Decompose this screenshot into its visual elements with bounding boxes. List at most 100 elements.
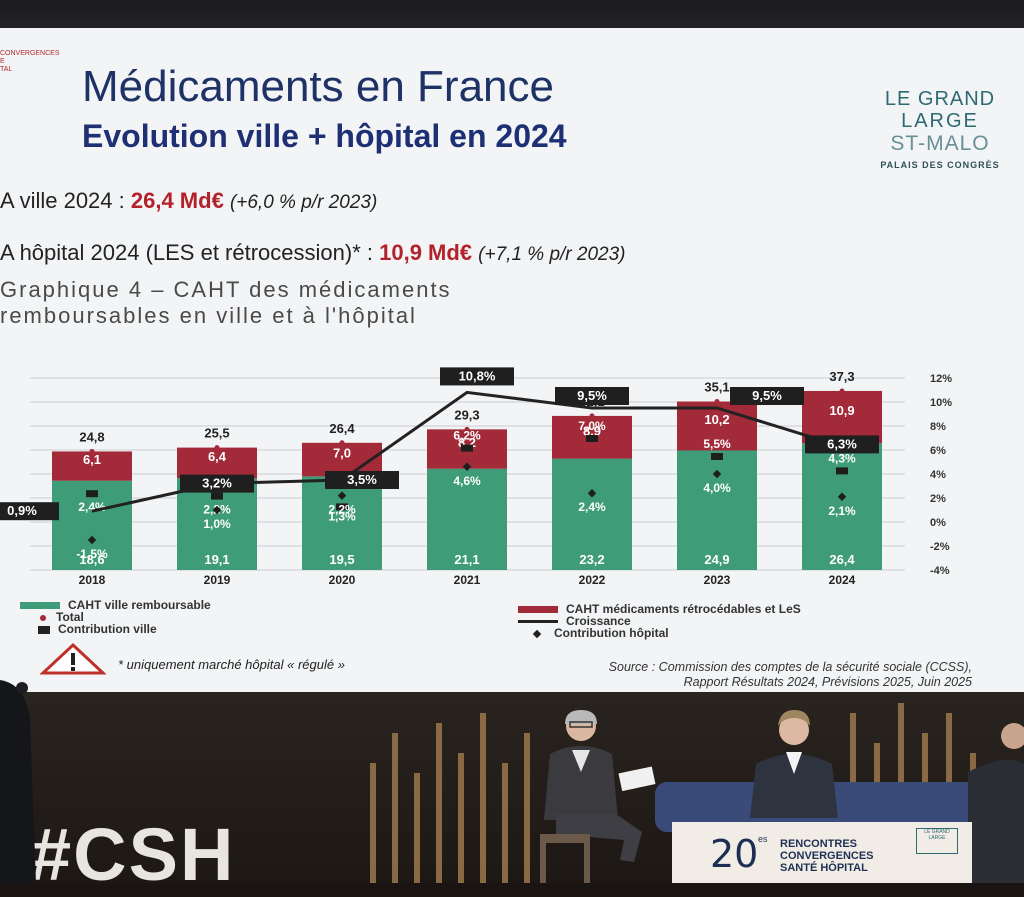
decor-slat xyxy=(436,723,442,883)
label-contribution-ville: 7,0% xyxy=(578,419,606,433)
graph-title-line2: remboursables en ville et à l'hôpital xyxy=(0,303,417,328)
speaker-left xyxy=(540,710,656,883)
legend-ville: CAHT ville remboursable xyxy=(20,598,211,612)
label-total-value: 35,1 xyxy=(704,380,729,395)
warning-icon xyxy=(40,642,106,675)
desk-text-line3: SANTÉ HÔPITAL xyxy=(780,862,868,874)
label-hopital-value: 8,9 xyxy=(583,423,601,438)
legend-hopital-swatch xyxy=(518,606,558,614)
bar-hopital xyxy=(802,390,882,444)
x-axis-tick-label: 2020 xyxy=(329,573,356,587)
legend-contrib-ville-label: Contribution ville xyxy=(58,622,157,636)
legend-total: Total xyxy=(40,610,84,624)
decor-slat xyxy=(392,733,398,883)
legend-hopital: CAHT médicaments rétrocédables et LeS xyxy=(518,602,801,616)
croissance-label-box xyxy=(325,471,399,489)
legend-contrib-hopital: Contribution hôpital xyxy=(532,626,669,640)
label-total-value: 29,3 xyxy=(454,407,479,422)
speaker-right xyxy=(750,710,838,818)
bar-ville xyxy=(427,468,507,570)
label-ville-value: 19,1 xyxy=(204,552,229,567)
label-croissance: 10,8% xyxy=(459,368,496,383)
label-ville-value: 23,2 xyxy=(579,552,604,567)
marker-total xyxy=(589,413,595,419)
hopital-label: A hôpital 2024 (LES et rétrocession)* : xyxy=(0,240,380,265)
label-contribution-ville: 6,2% xyxy=(453,429,481,443)
label-hopital-value: 10,9 xyxy=(829,403,854,418)
croissance-label-box xyxy=(730,387,804,405)
decor-slat xyxy=(370,763,376,883)
logo-line2: LARGE xyxy=(901,110,979,132)
label-hopital-value: 10,2 xyxy=(704,412,729,427)
label-hopital-value: 6,4 xyxy=(208,449,227,464)
ville-summary: A ville 2024 : 26,4 Md€ (+6,0 % p/r 2023… xyxy=(0,188,377,214)
label-croissance: 9,5% xyxy=(577,388,607,403)
graph-title: Graphique 4 – CAHT des médicaments rembo… xyxy=(0,277,452,329)
label-hopital-value: 6,1 xyxy=(83,452,101,467)
marker-contribution-ville xyxy=(711,453,723,460)
decor-slat xyxy=(414,773,420,883)
x-axis-tick-label: 2018 xyxy=(79,573,106,587)
label-contribution-hopital: -1,5% xyxy=(76,547,108,561)
source-citation: Source : Commission des comptes de la sé… xyxy=(568,660,972,690)
label-contribution-ville: 5,5% xyxy=(703,437,731,451)
logo-line3: ST-MALO xyxy=(890,132,990,155)
legend-total-dot xyxy=(40,614,46,621)
ville-amount: 26,4 Md€ xyxy=(130,188,224,213)
x-axis-tick-label: 2022 xyxy=(579,573,606,587)
croissance-label-box xyxy=(805,435,879,454)
presenter-left-edge xyxy=(0,680,36,883)
croissance-label-box xyxy=(440,367,514,386)
marker-total xyxy=(339,440,345,446)
label-croissance: 6,3% xyxy=(827,436,857,451)
legend-ville-swatch xyxy=(20,602,60,610)
right-axis-tick-label: -2% xyxy=(930,541,950,553)
marker-contribution-ville xyxy=(461,444,473,452)
label-contribution-hopital: 4,6% xyxy=(453,474,481,488)
label-ville-value: 21,1 xyxy=(454,552,479,567)
slide-title: Médicaments en France xyxy=(82,62,554,111)
marker-contribution-hopital xyxy=(337,491,347,500)
label-contribution-hopital: 4,0% xyxy=(703,481,731,495)
marker-contribution-ville xyxy=(836,467,848,475)
right-axis-tick-label: 8% xyxy=(930,421,946,433)
label-contribution-hopital: 1,0% xyxy=(203,517,231,531)
legend-total-label: Total xyxy=(56,610,84,624)
slide-subtitle: Evolution ville + hôpital en 2024 xyxy=(82,118,567,154)
hopital-summary: A hôpital 2024 (LES et rétrocession)* : … xyxy=(0,240,626,266)
croissance-label-box xyxy=(0,502,59,521)
source-line2: Rapport Résultats 2024, Prévisions 2025,… xyxy=(683,675,972,689)
marker-contribution-ville xyxy=(86,490,98,498)
legend-croissance: Croissance xyxy=(518,614,631,628)
right-axis-tick-label: 2% xyxy=(930,493,946,505)
x-axis-tick-label: 2021 xyxy=(454,573,481,587)
label-contribution-hopital: 2,1% xyxy=(828,504,856,518)
decor-slat xyxy=(480,713,486,883)
marker-total xyxy=(714,399,720,405)
ville-variation: (+6,0 % p/r 2023) xyxy=(229,192,378,213)
label-ville-value: 24,9 xyxy=(704,552,729,567)
label-contribution-ville: 4,3% xyxy=(828,451,856,465)
label-contribution-hopital: 2,4% xyxy=(578,500,606,514)
desk-text-line1: RENCONTRES xyxy=(780,838,858,850)
croissance-label-box xyxy=(180,474,254,493)
legend-hopital-label: CAHT médicaments rétrocédables et LeS xyxy=(566,602,801,616)
legend-croissance-label: Croissance xyxy=(566,614,631,628)
legend-contrib-ville-marker xyxy=(38,625,50,634)
marker-contribution-hopital xyxy=(712,469,722,479)
label-ville-value: 18,6 xyxy=(79,552,104,567)
legend-contrib-hopital-label: Contribution hôpital xyxy=(554,626,669,640)
x-axis-tick-label: 2023 xyxy=(704,573,731,587)
marker-total xyxy=(464,426,470,432)
decor-slat xyxy=(458,753,464,883)
desk-edition-number: 20 xyxy=(710,832,759,876)
label-total-value: 24,8 xyxy=(79,429,104,444)
right-axis-tick-label: 4% xyxy=(930,469,946,481)
legend-contrib-ville: Contribution ville xyxy=(38,622,157,636)
bar-hopital xyxy=(177,447,257,479)
right-axis-tick-label: 0% xyxy=(930,517,946,529)
marker-contribution-ville xyxy=(336,503,348,511)
decor-slat xyxy=(524,733,530,883)
label-croissance: 9,5% xyxy=(752,388,782,403)
croissance-label-box xyxy=(555,387,629,405)
